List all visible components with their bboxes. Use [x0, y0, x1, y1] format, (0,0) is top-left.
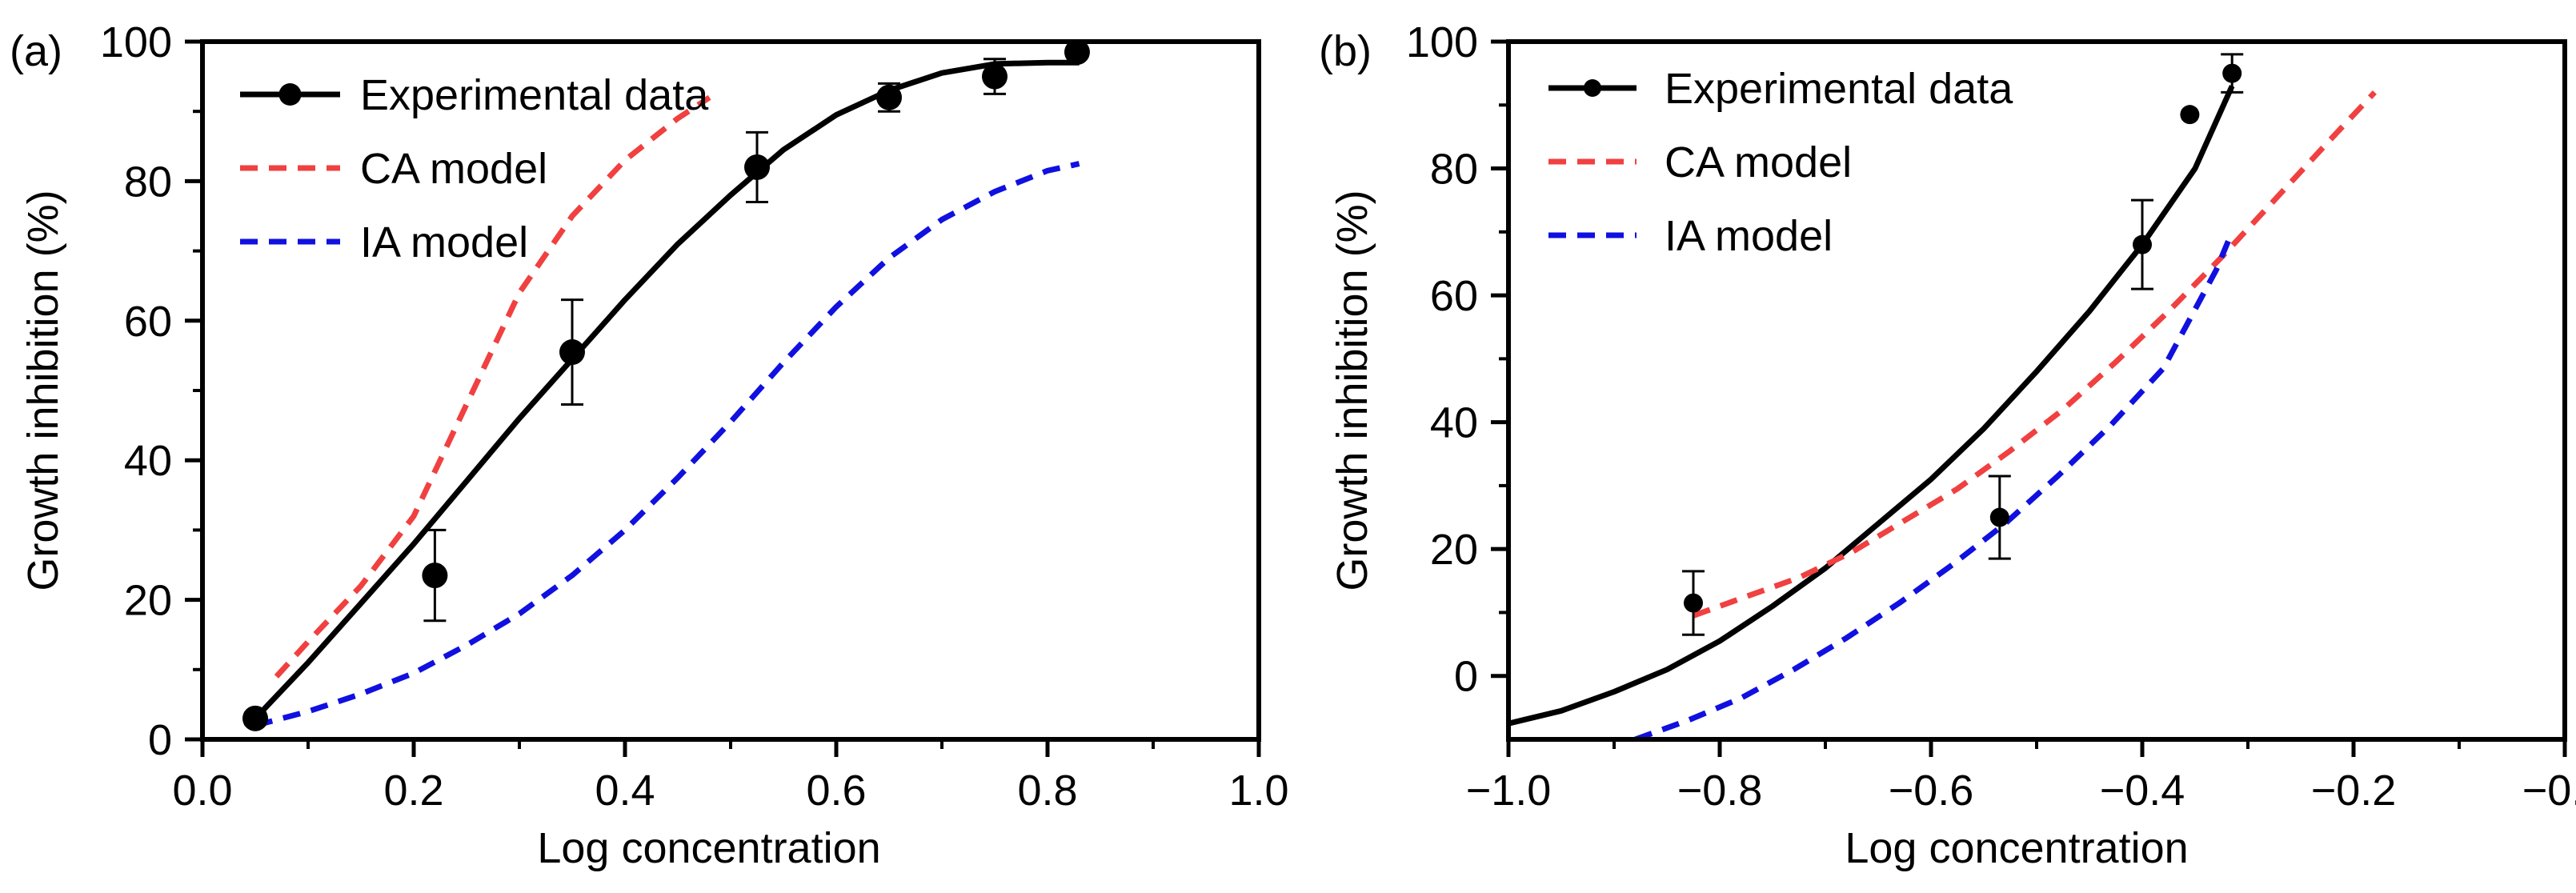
- x-tick-label: −0.4: [2100, 767, 2185, 815]
- series-b: [1508, 85, 2377, 739]
- legend-label: IA model: [360, 218, 528, 266]
- x-axis-title-b: Log concentration: [1845, 824, 2188, 872]
- data-point: [559, 339, 585, 366]
- y-tick-label: 80: [1430, 146, 1478, 194]
- y-ticks-a: 0 20 40 60 80 100: [100, 18, 202, 764]
- y-tick-label: 20: [1430, 526, 1478, 574]
- points-b: [1682, 53, 2244, 636]
- x-tick-label: −0.0: [2522, 767, 2576, 815]
- data-point: [744, 154, 770, 180]
- series-line-experimental-data-fit: [1508, 85, 2235, 727]
- x-tick-label: 0.2: [383, 767, 443, 815]
- x-tick-label: −0.8: [1677, 767, 1763, 815]
- legend-label: CA model: [1665, 138, 1852, 186]
- x-tick-label: 0.8: [1017, 767, 1077, 815]
- x-tick-label: −0.6: [1889, 767, 1974, 815]
- y-tick-label: 100: [100, 18, 172, 66]
- x-tick-label: 0.0: [172, 767, 232, 815]
- y-axis-title-a: Growth inhibition (%): [19, 190, 67, 591]
- x-tick-label: −0.2: [2311, 767, 2397, 815]
- data-point: [2133, 234, 2152, 254]
- series-line-ia-model: [254, 161, 1080, 728]
- x-ticks-b: −1.0 −0.8 −0.6 −0.4 −0.2 −0.0: [1466, 739, 2576, 815]
- y-tick-label: 0: [148, 716, 172, 764]
- y-tick-label: 80: [124, 158, 172, 206]
- y-tick-label: 60: [1430, 272, 1478, 320]
- legend-b: Experimental data CA model IA model: [1548, 65, 2013, 260]
- plot-frame-b: [1506, 39, 2567, 742]
- y-tick-label: 0: [1454, 653, 1478, 701]
- x-ticks-a: 0.0 0.2 0.4 0.6 0.8 1.0: [172, 739, 1289, 815]
- panel-b: (b) Log concentration Growth inhibition …: [1319, 18, 2576, 872]
- y-tick-label: 60: [124, 298, 172, 346]
- legend-label: CA model: [360, 145, 547, 193]
- legend-label: Experimental data: [1665, 65, 2013, 113]
- y-tick-label: 20: [124, 577, 172, 625]
- x-tick-label: 0.4: [595, 767, 655, 815]
- legend-label: Experimental data: [360, 71, 709, 119]
- plot-frame-a: [200, 39, 1261, 742]
- legend-a: Experimental data CA model IA model: [240, 71, 709, 266]
- legend-marker: [1584, 79, 1601, 97]
- data-point: [2222, 63, 2242, 83]
- y-tick-label: 40: [1430, 399, 1478, 447]
- panel-label-b: (b): [1319, 27, 1372, 75]
- panel-a: (a) Log concentration Growth inhibition …: [10, 18, 1289, 872]
- legend-label: IA model: [1665, 212, 1833, 260]
- data-point: [982, 63, 1008, 90]
- panel-label-a: (a): [10, 27, 62, 75]
- data-point: [242, 705, 268, 731]
- data-point: [1684, 593, 1703, 613]
- series-a: [253, 59, 1080, 728]
- data-point: [2180, 105, 2200, 125]
- legend-marker: [278, 83, 302, 106]
- series-line-ca-model: [1692, 90, 2377, 619]
- y-axis-title-b: Growth inhibition (%): [1328, 190, 1376, 591]
- x-tick-label: 0.6: [806, 767, 866, 815]
- series-line-experimental-data-fit: [253, 59, 1080, 721]
- data-point: [422, 563, 448, 589]
- y-tick-label: 100: [1406, 18, 1478, 66]
- x-tick-label: 1.0: [1228, 767, 1288, 815]
- data-point: [1989, 507, 2009, 527]
- data-point: [1064, 39, 1090, 66]
- x-tick-label: −1.0: [1466, 767, 1552, 815]
- data-point: [876, 84, 902, 110]
- x-axis-title-a: Log concentration: [537, 824, 880, 872]
- points-a: [242, 39, 1090, 731]
- y-tick-label: 40: [124, 437, 172, 485]
